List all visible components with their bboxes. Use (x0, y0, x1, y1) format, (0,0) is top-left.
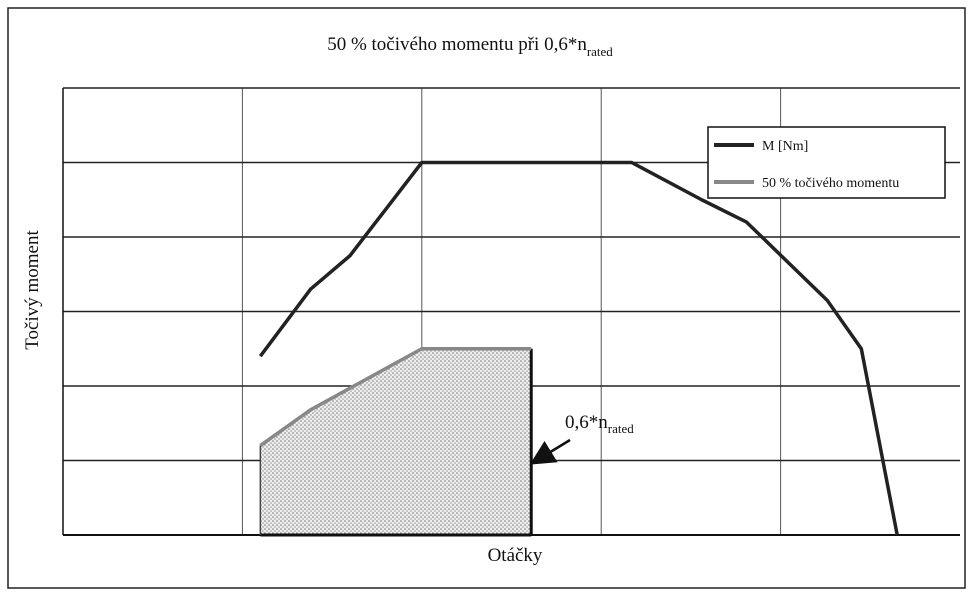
chart-title: 50 % točivého momentu při 0,6*nrated (327, 34, 613, 59)
legend-label: M [Nm] (762, 139, 808, 154)
annotation-subscript: rated (608, 421, 634, 436)
annotation: 0,6*nrated (565, 412, 634, 436)
x-axis-label: Otáčky (488, 545, 543, 566)
annotation-text: 0,6*n (565, 412, 608, 433)
title-subscript: rated (587, 44, 613, 59)
annotation-arrow (529, 438, 571, 465)
title-text: 50 % točivého momentu při 0,6*n (327, 34, 587, 55)
outer-frame (7, 7, 966, 589)
area (260, 348, 532, 535)
legend-label: 50 % točivého momentu (762, 176, 899, 191)
legend-box (707, 126, 946, 199)
y-axis-label: Točivý moment (22, 230, 43, 350)
legend: M [Nm] 50 % točivého momentu (707, 126, 946, 199)
series-line (259, 347, 532, 448)
series-line (258, 160, 899, 536)
